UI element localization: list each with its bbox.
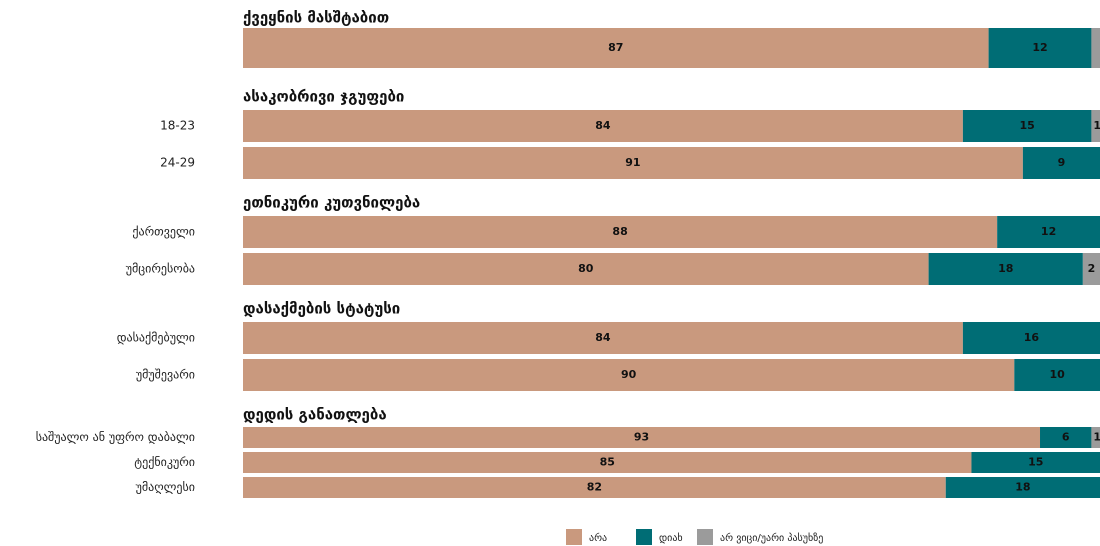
- value-label: 2: [1088, 262, 1096, 275]
- value-label: 18: [998, 262, 1013, 275]
- value-label: 15: [1028, 456, 1043, 469]
- value-label: 90: [621, 368, 637, 381]
- bar-segment: [962, 110, 1092, 142]
- legend-label: არა: [589, 532, 607, 544]
- bar-segment: [243, 110, 963, 142]
- value-label: 9: [1058, 156, 1066, 169]
- bar-segment: [962, 322, 1100, 354]
- bar-segment: [971, 452, 1100, 473]
- row-label: უმცირესობა: [126, 262, 195, 276]
- bar-segment: [1040, 427, 1092, 448]
- value-label: 84: [595, 119, 611, 132]
- value-label: 91: [625, 156, 640, 169]
- group-title: დასაქმების სტატუსი: [243, 300, 400, 318]
- bar-segment: [243, 147, 1023, 179]
- value-label: 88: [612, 225, 627, 238]
- value-label: 84: [595, 331, 611, 344]
- legend-swatch: [697, 529, 713, 545]
- value-label: 1: [1093, 431, 1100, 444]
- legend-swatch: [636, 529, 652, 545]
- value-label: 93: [634, 431, 649, 444]
- value-label: 85: [600, 456, 615, 469]
- bar-segment: [988, 28, 1092, 68]
- value-label: 18: [1015, 481, 1030, 494]
- bar-segment: [243, 322, 963, 354]
- bar-segment: [1014, 359, 1100, 391]
- value-label: 80: [578, 262, 594, 275]
- legend-label: არ ვიცი/უარი პასუხზე: [720, 532, 823, 544]
- bar-segment: [243, 477, 946, 498]
- row-label: დასაქმებული: [117, 331, 195, 345]
- legend-label: დიახ: [659, 532, 683, 544]
- row-label: 24-29: [160, 156, 195, 170]
- row-label: 18-23: [160, 119, 195, 133]
- row-label: საშუალო ან უფრო დაბალი: [36, 430, 195, 444]
- bar-segment: [243, 427, 1041, 448]
- bar-segment: [1091, 28, 1100, 68]
- value-label: 87: [608, 41, 623, 54]
- bar-segment: [997, 216, 1100, 248]
- bar-segment: [243, 452, 972, 473]
- row-label: ქართველი: [132, 225, 195, 239]
- bar-segment: [243, 28, 989, 68]
- value-label: 16: [1024, 331, 1040, 344]
- group-title: ქვეყნის მასშტაბით: [243, 9, 389, 27]
- value-label: 10: [1049, 368, 1065, 381]
- bar-segment: [945, 477, 1100, 498]
- value-label: 12: [1041, 225, 1056, 238]
- row-label: ტექნიკური: [134, 455, 195, 469]
- value-label: 15: [1019, 119, 1034, 132]
- value-label: 82: [587, 481, 602, 494]
- row-label: უმაღლესი: [136, 480, 195, 494]
- value-label: 12: [1032, 41, 1047, 54]
- group-title: ასაკობრივი ჯგუფები: [243, 88, 404, 106]
- bar-segment: [1091, 110, 1100, 142]
- value-label: 1: [1093, 119, 1100, 132]
- value-label: 6: [1062, 431, 1070, 444]
- group-title: დედის განათლება: [243, 406, 387, 424]
- bar-segment: [1022, 147, 1100, 179]
- bar-segment: [1082, 253, 1100, 285]
- group-title: ეთნიკური კუთვნილება: [243, 194, 420, 212]
- bar-segment: [243, 359, 1015, 391]
- legend-swatch: [566, 529, 582, 545]
- bar-segment: [243, 216, 998, 248]
- bar-segment: [928, 253, 1083, 285]
- bar-segment: [243, 253, 929, 285]
- bar-segment: [1091, 427, 1100, 448]
- row-label: უმუშევარი: [136, 368, 195, 382]
